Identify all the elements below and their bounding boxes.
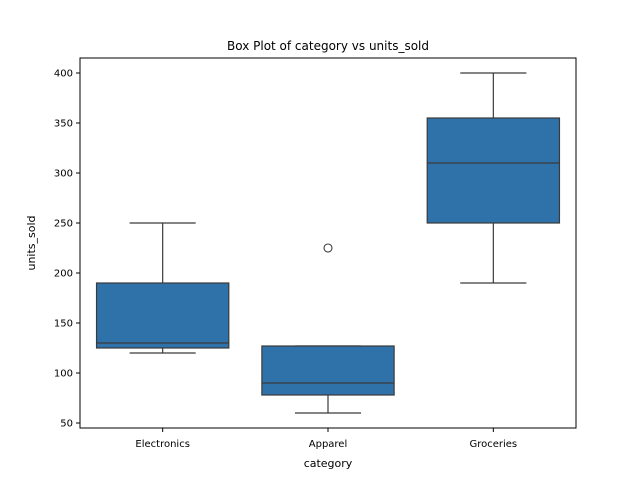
y-tick-label: 150: [54, 319, 73, 330]
y-tick-label: 200: [54, 269, 73, 280]
x-tick-label: Electronics: [135, 439, 190, 450]
box-iqr: [95, 282, 230, 349]
y-tick-label: 350: [54, 119, 73, 130]
y-axis-label: units_sold: [25, 215, 38, 270]
outlier-point: [323, 243, 333, 253]
x-axis: Electronics Apparel Groceries: [135, 428, 517, 450]
chart-title: Box Plot of category vs units_sold: [227, 39, 429, 53]
box-apparel: [261, 243, 395, 414]
box-groceries: [426, 72, 561, 284]
x-tick-label: Apparel: [309, 439, 348, 450]
y-tick-label: 300: [54, 169, 73, 180]
x-axis-label: category: [304, 457, 353, 470]
y-tick-label: 250: [54, 219, 73, 230]
x-tick-label: Groceries: [469, 439, 517, 450]
boxes-group: [95, 72, 561, 414]
y-axis: 50 100 150 200 250 300 350 400: [54, 69, 80, 430]
y-tick-label: 50: [60, 419, 73, 430]
box-iqr: [261, 345, 395, 396]
box-iqr: [426, 117, 561, 224]
y-tick-label: 400: [54, 69, 73, 80]
box-electronics: [95, 222, 230, 354]
y-tick-label: 100: [54, 369, 73, 380]
